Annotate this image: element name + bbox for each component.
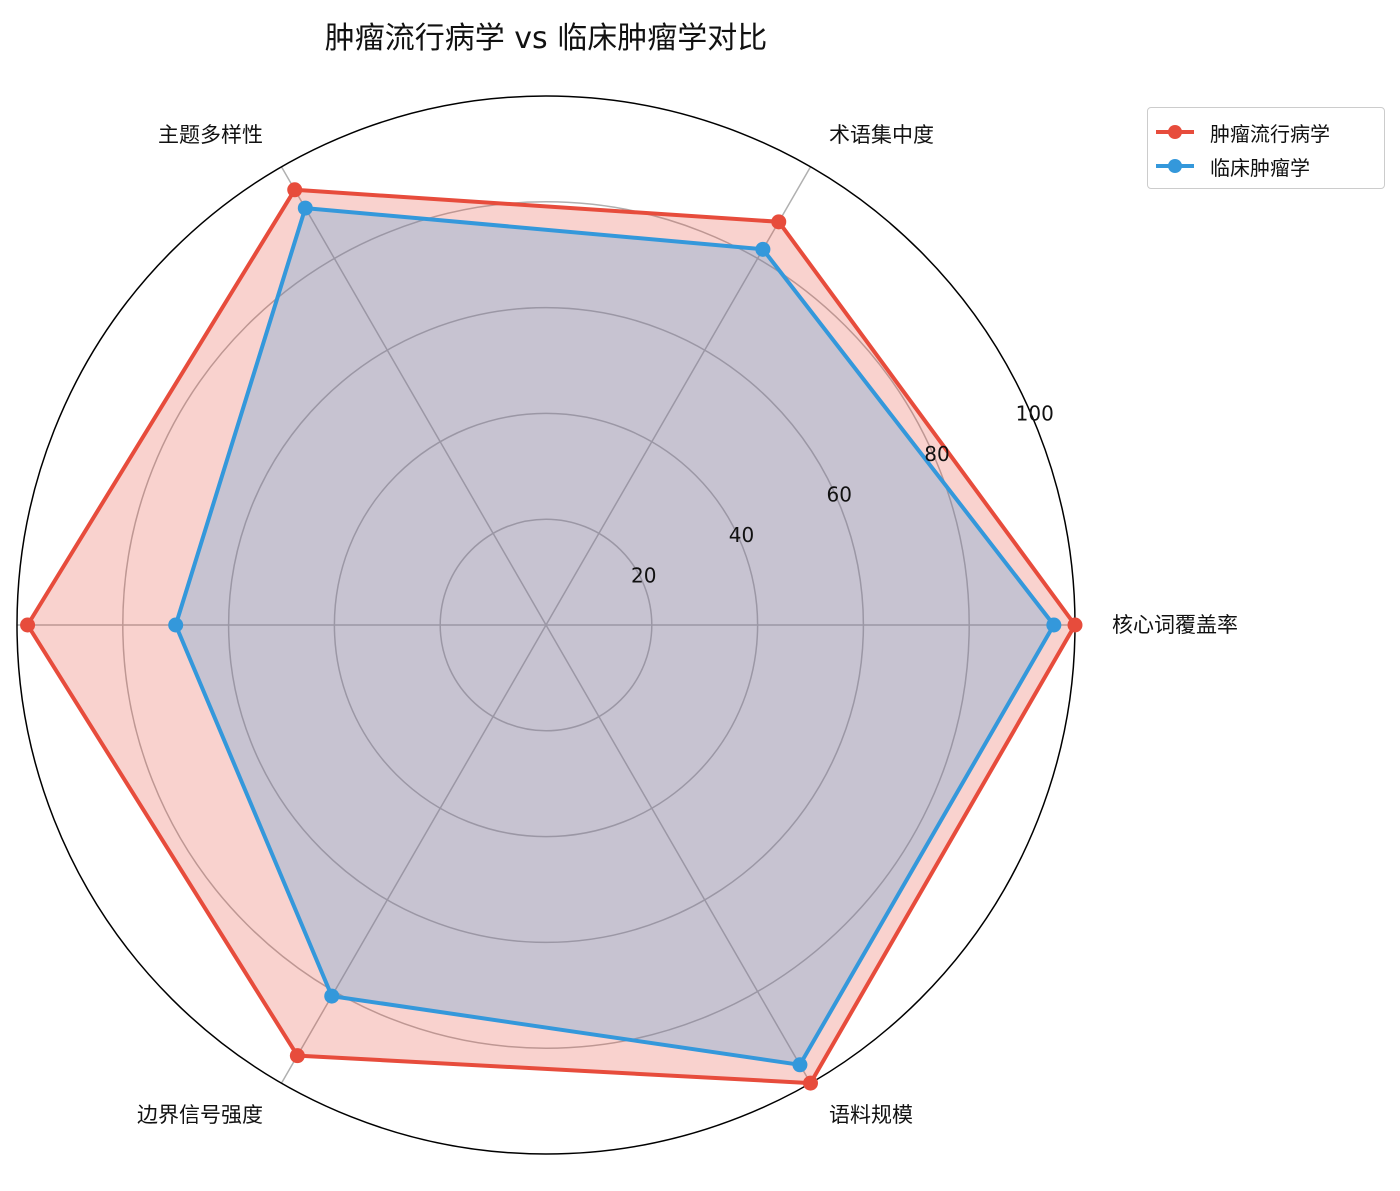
r-tick-label: 20 [631,564,656,588]
series-1-point-0 [1067,617,1083,633]
legend-label-series-1: 肿瘤流行病学 [1210,121,1330,146]
axis-label-4: 边界信号强度 [137,1103,263,1127]
series-2-point-3 [168,617,184,633]
axis-labels: 20406080100核心词覆盖率术语集中度主题多样性方法驱动性边界信号强度语料… [137,123,1238,1127]
series-2-point-4 [324,988,340,1004]
series-2-point-0 [1046,617,1062,633]
series-1-point-4 [289,1048,305,1064]
series-1-point-3 [20,617,36,633]
r-tick-label: 80 [924,442,949,466]
axis-label-5: 语料规模 [829,1103,913,1127]
series-1-point-1 [771,214,787,230]
axis-label-1: 术语集中度 [829,123,934,147]
series-layer [20,182,1083,1091]
series-2-point-2 [297,200,313,216]
spoke-4 [280,624,547,1084]
legend: 肿瘤流行病学 临床肿瘤学 [1147,107,1385,189]
series-2-point-1 [755,241,771,257]
legend-swatch-red-icon [1156,125,1194,139]
legend-swatch-blue-icon [1156,159,1194,173]
spoke-5 [545,624,812,1084]
axis-label-0: 核心词覆盖率 [1112,613,1238,637]
chart-title: 肿瘤流行病学 vs 临床肿瘤学对比 [325,21,767,56]
legend-label-series-2: 临床肿瘤学 [1210,155,1310,180]
r-tick-label: 100 [1016,402,1054,426]
r-tick-label: 40 [729,523,754,547]
series-1-point-5 [803,1075,818,1091]
legend-item-series-1: 肿瘤流行病学 [1148,116,1330,148]
spoke-2 [280,166,547,626]
series-fill-1 [27,189,1076,1084]
series-2-point-5 [792,1057,808,1073]
series-fill-2 [175,208,1054,1065]
r-tick-label: 60 [827,483,852,507]
legend-item-series-2: 临床肿瘤学 [1148,150,1310,182]
series-1-point-2 [287,182,303,198]
axis-label-2: 主题多样性 [158,123,263,147]
